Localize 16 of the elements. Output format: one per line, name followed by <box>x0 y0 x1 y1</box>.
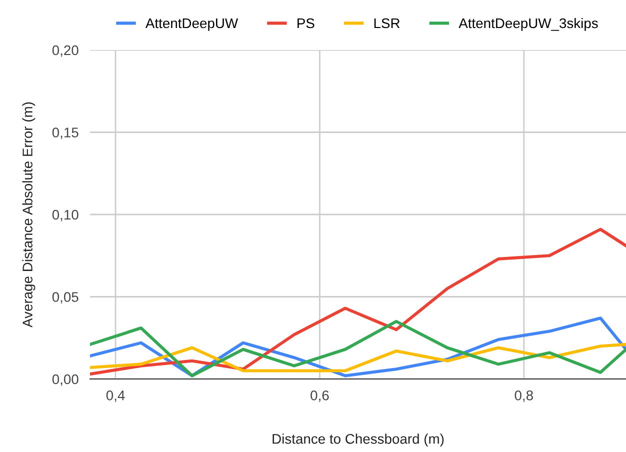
y-tick-label: 0,20 <box>52 45 78 57</box>
x-axis-title: Distance to Chessboard (m) <box>272 434 444 447</box>
x-tick-label: 0,8 <box>514 390 533 402</box>
legend-label: LSR <box>374 18 400 28</box>
legend-label: AttentDeepUW_3skips <box>458 18 598 31</box>
y-axis-title: Average Distance Absolute Error (m) <box>22 102 36 328</box>
line-series <box>90 228 626 376</box>
y-tick-label: 0,05 <box>52 292 78 304</box>
line-series <box>90 342 626 372</box>
x-tick-label: 0,6 <box>310 390 329 402</box>
legend-label: PS <box>298 18 314 28</box>
y-tick-label: 0,15 <box>52 128 78 140</box>
y-tick-label: 0,10 <box>52 210 78 222</box>
x-tick-label: 0,4 <box>106 390 125 402</box>
y-tick-label: 0,00 <box>52 374 78 386</box>
legend-label: AttentDeepUW <box>145 18 238 31</box>
